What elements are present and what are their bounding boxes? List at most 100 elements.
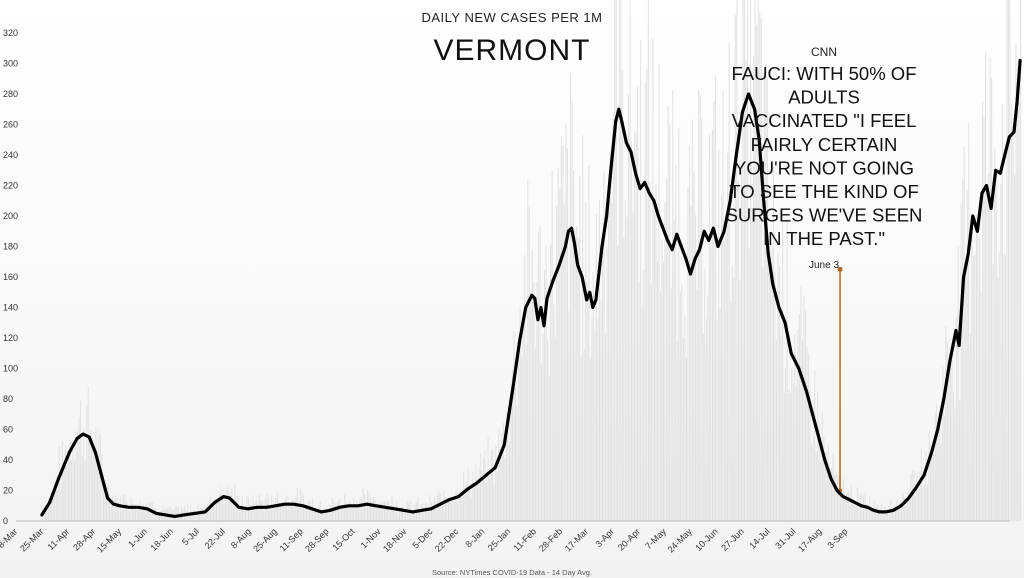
- daily-bar: [913, 470, 915, 521]
- daily-bar: [560, 136, 562, 521]
- daily-bar: [644, 83, 646, 521]
- daily-bar: [756, 25, 758, 521]
- daily-bar: [927, 484, 929, 521]
- daily-bar: [318, 505, 320, 521]
- daily-bar: [626, 216, 628, 521]
- daily-bar: [476, 478, 478, 521]
- daily-bar: [975, 214, 977, 522]
- daily-bar: [304, 509, 306, 521]
- daily-bar: [261, 500, 263, 521]
- daily-bar: [786, 218, 788, 521]
- daily-bar: [595, 214, 597, 521]
- daily-bar: [67, 451, 69, 521]
- daily-bar: [400, 506, 402, 521]
- daily-bar: [508, 441, 510, 521]
- daily-bar: [84, 461, 86, 521]
- daily-bar: [618, 0, 620, 521]
- daily-bar: [896, 499, 898, 521]
- daily-bar: [739, 279, 741, 521]
- daily-bar: [54, 480, 56, 521]
- daily-bar: [389, 511, 391, 521]
- daily-bar: [811, 443, 813, 521]
- daily-bar: [557, 168, 559, 521]
- y-tick-label: 200: [3, 211, 18, 221]
- daily-bar: [524, 255, 526, 521]
- daily-bar: [545, 245, 547, 521]
- daily-bar: [208, 505, 210, 521]
- daily-bar: [666, 178, 668, 522]
- daily-bar: [957, 246, 959, 521]
- daily-bar: [363, 494, 365, 521]
- daily-bar: [800, 286, 802, 521]
- daily-bar: [310, 504, 312, 521]
- daily-bar: [840, 477, 842, 521]
- daily-bar: [568, 311, 570, 521]
- daily-bar: [298, 508, 300, 521]
- daily-bar: [513, 330, 515, 521]
- daily-bar: [74, 460, 76, 521]
- daily-bar: [394, 511, 396, 521]
- daily-bar: [902, 493, 904, 521]
- daily-bar: [980, 291, 982, 521]
- daily-bar: [608, 184, 610, 521]
- daily-bar: [814, 370, 816, 521]
- daily-bar: [380, 503, 382, 521]
- daily-bar: [612, 114, 614, 521]
- daily-bar: [309, 500, 311, 521]
- daily-bar: [592, 272, 594, 521]
- y-tick-label: 220: [3, 181, 18, 191]
- daily-bar: [214, 498, 216, 521]
- daily-bar: [663, 261, 665, 521]
- daily-bar: [351, 507, 353, 521]
- daily-bar: [441, 502, 443, 521]
- daily-bar: [753, 56, 755, 522]
- daily-bar: [392, 505, 394, 521]
- daily-bar: [719, 307, 721, 521]
- daily-bar: [45, 504, 47, 521]
- daily-bar: [866, 503, 868, 521]
- daily-bar: [707, 295, 709, 521]
- daily-bar: [376, 506, 378, 521]
- daily-bar: [199, 512, 201, 521]
- daily-bar: [733, 278, 735, 521]
- daily-bar: [766, 77, 768, 522]
- daily-bar: [898, 508, 900, 521]
- daily-bar: [492, 448, 494, 521]
- daily-bar: [963, 146, 965, 521]
- daily-bar: [991, 78, 993, 522]
- daily-bar: [322, 513, 324, 521]
- daily-bar: [661, 239, 663, 521]
- daily-bar: [721, 195, 723, 521]
- daily-bar: [90, 430, 92, 521]
- daily-bar: [467, 467, 469, 521]
- daily-bar: [435, 501, 437, 521]
- daily-bar: [611, 202, 613, 521]
- daily-bar: [710, 242, 712, 521]
- y-tick-label: 160: [3, 272, 18, 282]
- daily-bar: [295, 497, 297, 521]
- daily-bar: [135, 504, 137, 521]
- daily-bar: [191, 510, 193, 521]
- daily-bar: [687, 187, 689, 521]
- daily-bar: [925, 451, 927, 521]
- daily-bar: [75, 446, 77, 521]
- daily-bar: [370, 497, 372, 521]
- daily-bar: [107, 484, 109, 521]
- daily-bar: [962, 179, 964, 522]
- daily-bar: [533, 281, 535, 521]
- daily-bar: [992, 264, 994, 521]
- daily-bar: [815, 451, 817, 521]
- daily-bar: [937, 431, 939, 521]
- daily-bar: [667, 105, 669, 522]
- daily-bar: [988, 173, 990, 522]
- daily-bar: [270, 496, 272, 521]
- daily-bar: [60, 483, 62, 521]
- daily-bar: [582, 135, 584, 521]
- daily-bar: [272, 506, 274, 521]
- daily-bar: [675, 165, 677, 522]
- daily-bar: [583, 349, 585, 521]
- daily-bar: [643, 270, 645, 521]
- daily-bar: [704, 268, 706, 521]
- daily-bar: [179, 514, 181, 521]
- daily-bar: [142, 504, 144, 521]
